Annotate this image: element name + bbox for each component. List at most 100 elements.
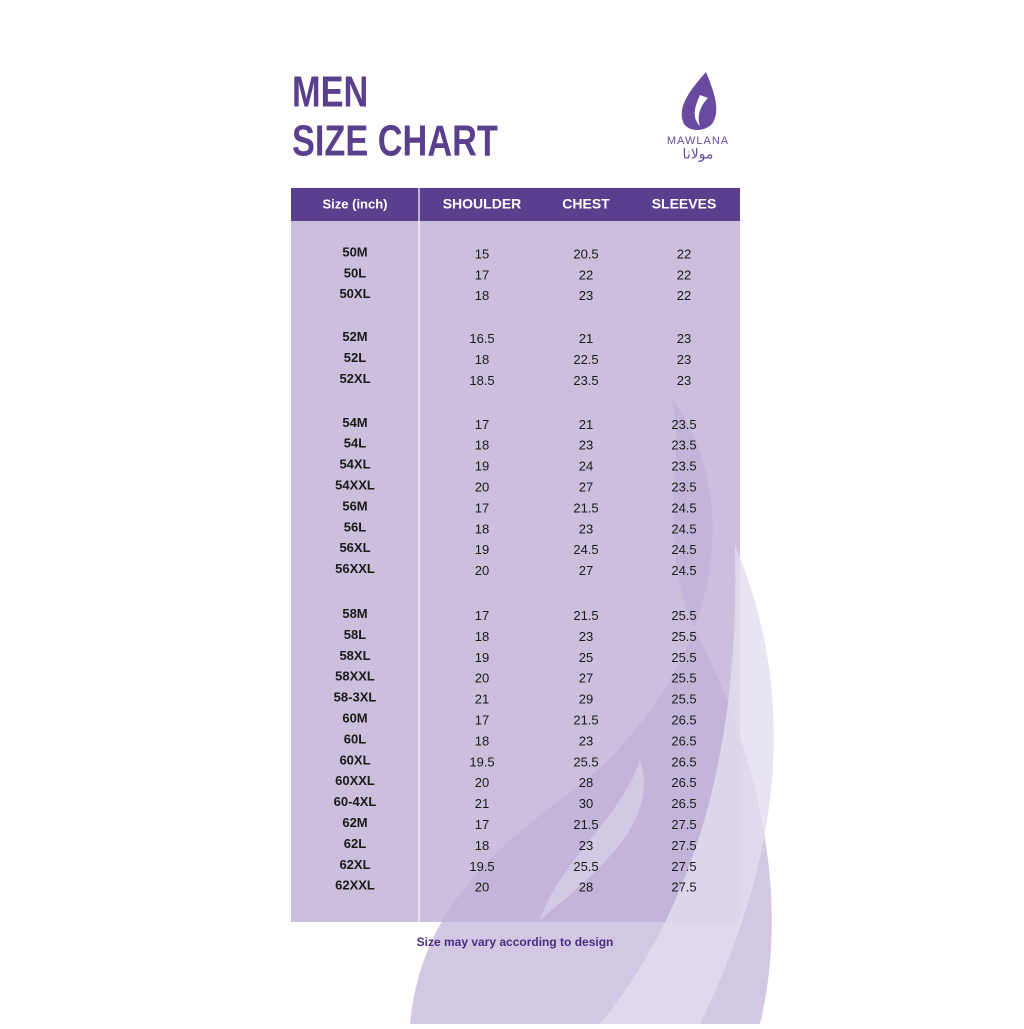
measurement: 23 bbox=[677, 331, 691, 346]
size-label: 56M bbox=[342, 498, 367, 513]
size-label: 58XXL bbox=[335, 669, 375, 684]
measurement: 19 bbox=[475, 542, 489, 557]
measurement: 25.5 bbox=[671, 629, 696, 644]
measurement: 22 bbox=[677, 267, 691, 282]
size-label: 56XL bbox=[339, 540, 370, 555]
column-header: SLEEVES bbox=[652, 196, 717, 212]
measurement: 20 bbox=[475, 775, 489, 790]
measurement: 30 bbox=[579, 796, 593, 811]
measurement: 18 bbox=[475, 438, 489, 453]
header-row: Size (inch) SHOULDER CHEST SLEEVES bbox=[322, 196, 716, 212]
size-label: 62XXL bbox=[335, 878, 375, 893]
size-label: 56XXL bbox=[335, 561, 375, 576]
measurement: 24.5 bbox=[671, 563, 696, 578]
measurement: 27 bbox=[579, 671, 593, 686]
measurement: 23 bbox=[677, 373, 691, 388]
measurement: 23 bbox=[579, 838, 593, 853]
measurement: 21.5 bbox=[573, 713, 598, 728]
measurement: 17 bbox=[475, 267, 489, 282]
measurement: 18 bbox=[475, 629, 489, 644]
measurement: 27.5 bbox=[671, 838, 696, 853]
measurement: 26.5 bbox=[671, 775, 696, 790]
measurement: 20 bbox=[475, 563, 489, 578]
size-label: 54XXL bbox=[335, 478, 375, 493]
table-rows: 50M 15 20.5 22 50L 17 22 22 50XL 18 23 22 52M 16.5 21 2… bbox=[334, 244, 697, 894]
measurement: 18 bbox=[475, 838, 489, 853]
measurement: 25.5 bbox=[671, 608, 696, 623]
title-line: SIZE CHART bbox=[292, 117, 498, 166]
bg-flame bbox=[600, 545, 774, 1024]
size-label: 58-3XL bbox=[334, 690, 377, 705]
measurement: 23.5 bbox=[671, 480, 696, 495]
measurement: 23.5 bbox=[671, 438, 696, 453]
table-header bbox=[291, 188, 740, 221]
measurement: 26.5 bbox=[671, 754, 696, 769]
size-label: 62M bbox=[342, 815, 367, 830]
size-label: 60M bbox=[342, 711, 367, 726]
measurement: 27.5 bbox=[671, 859, 696, 874]
measurement: 24 bbox=[579, 459, 593, 474]
size-label: 50XL bbox=[339, 286, 370, 301]
measurement: 21.5 bbox=[573, 500, 598, 515]
measurement: 22 bbox=[579, 267, 593, 282]
measurement: 24.5 bbox=[671, 500, 696, 515]
measurement: 23 bbox=[677, 352, 691, 367]
measurement: 20 bbox=[475, 880, 489, 895]
column-header: CHEST bbox=[562, 196, 610, 212]
logo-flame-cut bbox=[694, 95, 708, 126]
measurement: 27.5 bbox=[671, 817, 696, 832]
measurement: 21 bbox=[579, 331, 593, 346]
measurement: 23 bbox=[579, 438, 593, 453]
measurement: 19.5 bbox=[469, 754, 494, 769]
size-label: 58XL bbox=[339, 648, 370, 663]
size-label: 60-4XL bbox=[334, 794, 377, 809]
title-line: MEN bbox=[292, 68, 368, 117]
measurement: 18 bbox=[475, 352, 489, 367]
bg-flame bbox=[540, 760, 644, 920]
measurement: 17 bbox=[475, 417, 489, 432]
measurement: 20.5 bbox=[573, 246, 598, 261]
size-label: 60L bbox=[344, 731, 366, 746]
measurement: 21.5 bbox=[573, 608, 598, 623]
measurement: 27.5 bbox=[671, 880, 696, 895]
title: MEN SIZE CHART bbox=[292, 68, 498, 166]
measurement: 24.5 bbox=[573, 542, 598, 557]
size-label: 54L bbox=[344, 436, 366, 451]
size-label: 58L bbox=[344, 627, 366, 642]
measurement: 16.5 bbox=[469, 331, 494, 346]
measurement: 23.5 bbox=[671, 459, 696, 474]
measurement: 25 bbox=[579, 650, 593, 665]
size-label: 50M bbox=[342, 244, 367, 259]
measurement: 21.5 bbox=[573, 817, 598, 832]
measurement: 25.5 bbox=[573, 754, 598, 769]
measurement: 23 bbox=[579, 521, 593, 536]
measurement: 19 bbox=[475, 459, 489, 474]
measurement: 27 bbox=[579, 480, 593, 495]
measurement: 25.5 bbox=[671, 671, 696, 686]
logo-text: MAWLANA bbox=[667, 135, 729, 147]
measurement: 22 bbox=[677, 246, 691, 261]
measurement: 19 bbox=[475, 650, 489, 665]
size-label: 54XL bbox=[339, 457, 370, 472]
measurement: 17 bbox=[475, 713, 489, 728]
measurement: 25.5 bbox=[671, 650, 696, 665]
measurement: 23 bbox=[579, 629, 593, 644]
measurement: 23 bbox=[579, 733, 593, 748]
size-label: 52XL bbox=[339, 371, 370, 386]
measurement: 23.5 bbox=[573, 373, 598, 388]
measurement: 18 bbox=[475, 521, 489, 536]
measurement: 19.5 bbox=[469, 859, 494, 874]
measurement: 15 bbox=[475, 246, 489, 261]
logo: MAWLANA مولانا bbox=[667, 72, 729, 163]
size-label: 52L bbox=[344, 350, 366, 365]
size-label: 50L bbox=[344, 265, 366, 280]
measurement: 25.5 bbox=[573, 859, 598, 874]
measurement: 20 bbox=[475, 480, 489, 495]
measurement: 22 bbox=[677, 288, 691, 303]
measurement: 26.5 bbox=[671, 796, 696, 811]
measurement: 26.5 bbox=[671, 733, 696, 748]
measurement: 17 bbox=[475, 500, 489, 515]
measurement: 23 bbox=[579, 288, 593, 303]
measurement: 23.5 bbox=[671, 417, 696, 432]
measurement: 21 bbox=[475, 692, 489, 707]
